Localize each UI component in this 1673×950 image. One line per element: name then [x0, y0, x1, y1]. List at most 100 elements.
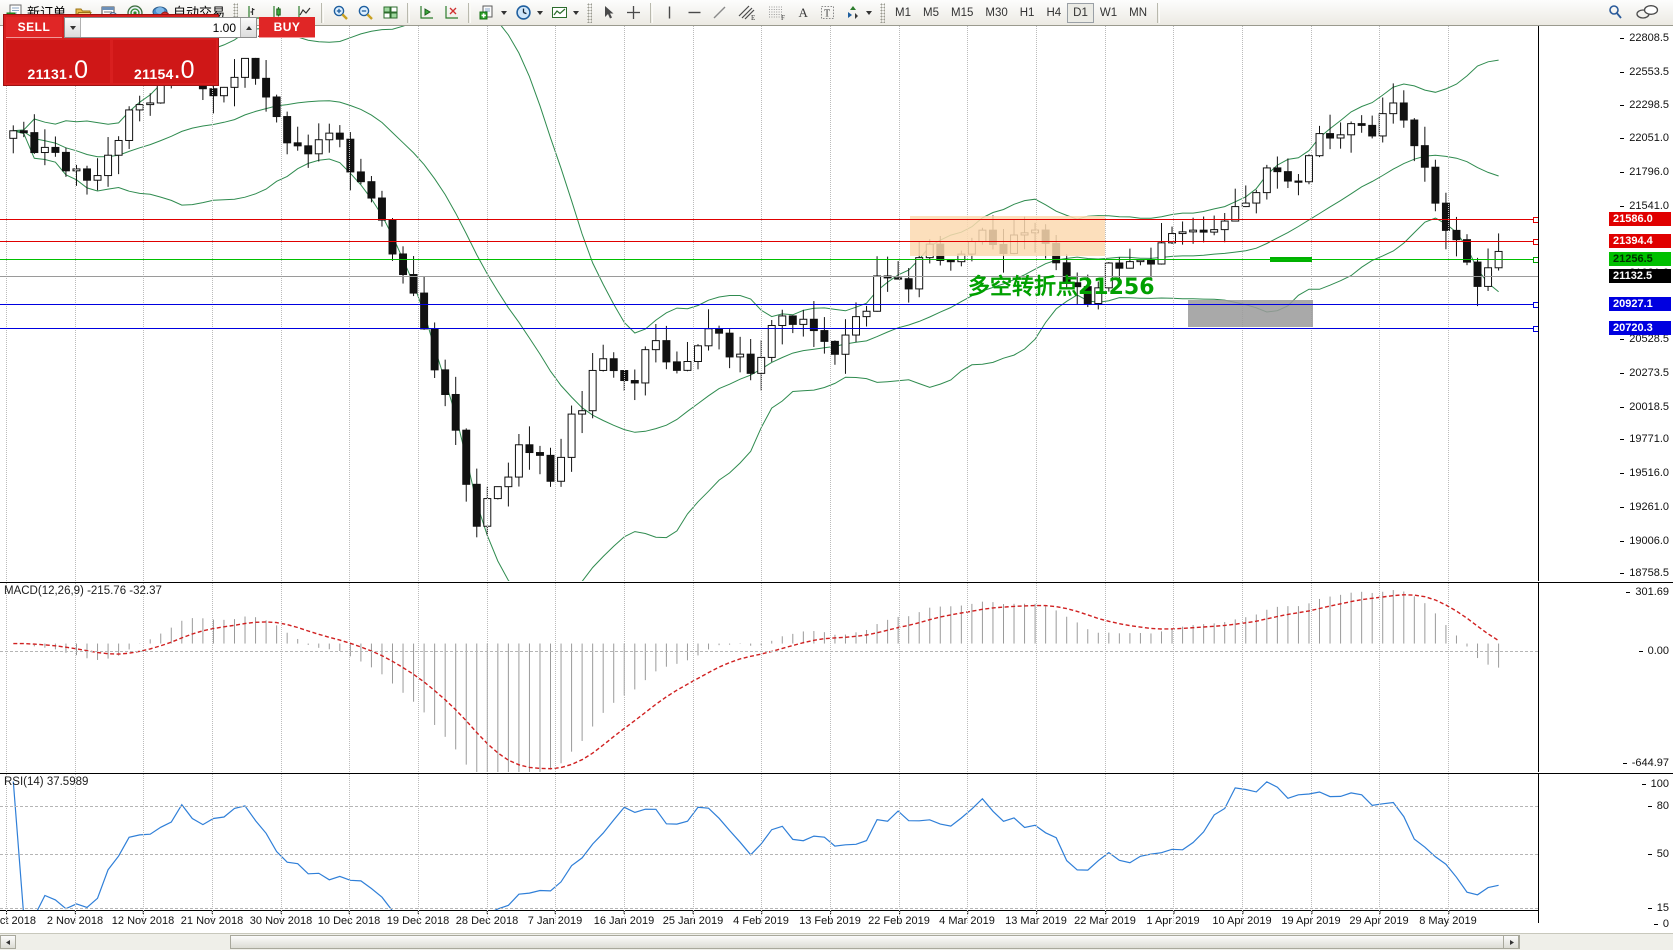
grid-line-v: [1242, 583, 1243, 772]
price-label-blue-line[interactable]: 20720.3: [1609, 321, 1671, 335]
timeframe-m15[interactable]: M15: [951, 6, 974, 19]
timeframe-mn[interactable]: MN: [1129, 6, 1147, 19]
scroll-right-button[interactable]: [1503, 935, 1519, 949]
sell-price-display[interactable]: 21131 .0: [6, 40, 110, 83]
grid-line-v: [624, 774, 625, 923]
zoom-in-icon: [332, 4, 349, 21]
fibonacci-icon: F: [766, 4, 788, 21]
search-icon[interactable]: [1607, 4, 1625, 22]
equidistant-channel-icon: E: [736, 4, 758, 21]
zoom-in-button[interactable]: [328, 1, 353, 25]
price-label-green-line[interactable]: 21256.5: [1609, 252, 1671, 266]
vertical-line-tool-button[interactable]: [657, 1, 682, 25]
timeframe-m30[interactable]: M30: [985, 6, 1008, 19]
price-label-last-price[interactable]: 21132.5: [1609, 269, 1671, 283]
volume-increase-button[interactable]: [240, 18, 256, 37]
timeframe-h4[interactable]: H4: [1046, 6, 1062, 19]
price-tick-11: 20018.5: [1620, 400, 1669, 413]
crosshair-tool-button[interactable]: [621, 1, 646, 25]
buy-price-display[interactable]: 21154 .0: [112, 40, 216, 83]
arrows-dropdown-caret[interactable]: [866, 10, 873, 15]
support-line-20927[interactable]: [0, 302, 1538, 308]
arrows-tool-button[interactable]: [840, 1, 876, 25]
chart-window[interactable]: 多空转折点21256 JPN225-,Daily 20757.5 21172.5…: [0, 26, 1673, 950]
macd-tick-min: -644.97: [1622, 757, 1669, 769]
grid-line-v: [967, 583, 968, 772]
support-line-21256[interactable]: [0, 257, 1538, 263]
zoom-out-button[interactable]: [353, 1, 378, 25]
timeframe-m1[interactable]: M1: [895, 6, 912, 19]
svg-text:A: A: [799, 5, 809, 20]
indicators-button[interactable]: [475, 1, 511, 25]
grid-line-v: [761, 583, 762, 772]
grid-line-v: [6, 26, 7, 581]
toolbar-grip-3[interactable]: [880, 2, 886, 23]
grid-line-v: [1105, 26, 1106, 581]
timeframe-d1[interactable]: D1: [1067, 2, 1094, 23]
tile-windows-button[interactable]: [378, 1, 403, 25]
chart-horizontal-scrollbar[interactable]: [0, 933, 1673, 950]
price-plot[interactable]: 多空转折点21256: [0, 26, 1538, 581]
tile-windows-icon: [382, 4, 399, 21]
scroll-left-button[interactable]: [0, 935, 16, 949]
fibonacci-tool-button[interactable]: F: [762, 1, 792, 25]
equidistant-channel-tool-button[interactable]: E: [732, 1, 762, 25]
grid-line-v: [1311, 774, 1312, 923]
text-object-tool-button[interactable]: T: [815, 1, 840, 25]
toolbar-grip-2[interactable]: [587, 2, 593, 23]
macd-axis: 301.69 0.00 -644.97: [1538, 583, 1673, 772]
rsi-plot[interactable]: RSI(14) 37.5989: [0, 774, 1538, 923]
volume-dropdown-button[interactable]: [65, 18, 81, 37]
price-axis[interactable]: 22808.5 22553.5 22298.5 22051.0 21796.0 21541…: [1538, 26, 1673, 581]
grid-line-v: [75, 26, 76, 581]
buy-button[interactable]: BUY: [259, 17, 315, 38]
grid-line-v: [1379, 583, 1380, 772]
grid-line-v: [899, 26, 900, 581]
rsi-pane[interactable]: RSI(14) 37.5989 100 80 50 15 0: [0, 773, 1673, 930]
periods-dropdown-caret[interactable]: [537, 10, 544, 15]
rsi-tick-0: 0: [1653, 918, 1669, 930]
grid-line-v: [624, 26, 625, 581]
grid-line-v: [212, 583, 213, 772]
price-tick-10: 20273.5: [1620, 367, 1669, 380]
indicators-dropdown-caret[interactable]: [501, 10, 508, 15]
volume-stepper[interactable]: [64, 17, 257, 38]
cursor-tool-button[interactable]: [596, 1, 621, 25]
trendline-tool-button[interactable]: [707, 1, 732, 25]
sell-button[interactable]: SELL: [6, 17, 62, 38]
timeframe-bar: M1 M5 M15 M30 H1 H4 D1 W1 MN: [889, 2, 1153, 23]
resistance-line-21586[interactable]: [0, 217, 1538, 223]
volume-input[interactable]: [81, 18, 240, 37]
timeframe-m5[interactable]: M5: [923, 6, 939, 19]
rsi-label: RSI(14) 37.5989: [4, 776, 89, 788]
macd-pane[interactable]: MACD(12,26,9) -215.76 -32.37 301.69 0.00…: [0, 582, 1673, 772]
horizontal-line-tool-button[interactable]: [682, 1, 707, 25]
price-label-red-line[interactable]: 21394.4: [1609, 234, 1671, 248]
templates-dropdown-caret[interactable]: [573, 10, 580, 15]
price-tick-15: 19006.0: [1620, 534, 1669, 547]
price-label-red-line[interactable]: 21586.0: [1609, 212, 1671, 226]
scrollbar-thumb[interactable]: [230, 935, 1520, 949]
grid-line-v: [761, 774, 762, 923]
periods-button[interactable]: [511, 1, 547, 25]
resistance-line-21394[interactable]: [0, 239, 1538, 245]
timeframe-h1[interactable]: H1: [1019, 6, 1035, 19]
support-line-20720[interactable]: [0, 326, 1538, 332]
toolbar-grip-1[interactable]: [233, 2, 239, 23]
chat-bubbles-icon[interactable]: [1635, 4, 1659, 22]
price-pane[interactable]: 多空转折点21256 JPN225-,Daily 20757.5 21172.5…: [0, 26, 1673, 581]
grid-line-v: [967, 26, 968, 581]
price-label-blue-line[interactable]: 20927.1: [1609, 297, 1671, 311]
grid-line-v: [693, 774, 694, 923]
timeframe-w1[interactable]: W1: [1099, 6, 1118, 19]
auto-scroll-button[interactable]: [439, 1, 464, 25]
chart-shift-button[interactable]: [414, 1, 439, 25]
trade-panel-prices: 21131 .0 21154 .0: [4, 40, 218, 85]
macd-plot[interactable]: MACD(12,26,9) -215.76 -32.37: [0, 583, 1538, 772]
text-label-tool-button[interactable]: A: [792, 1, 815, 25]
one-click-trading-panel[interactable]: SELL BUY 21131 .0 21154 .0: [3, 14, 315, 86]
templates-button[interactable]: [547, 1, 583, 25]
grid-line-v: [693, 583, 694, 772]
price-tick-1: 22553.5: [1620, 65, 1669, 78]
